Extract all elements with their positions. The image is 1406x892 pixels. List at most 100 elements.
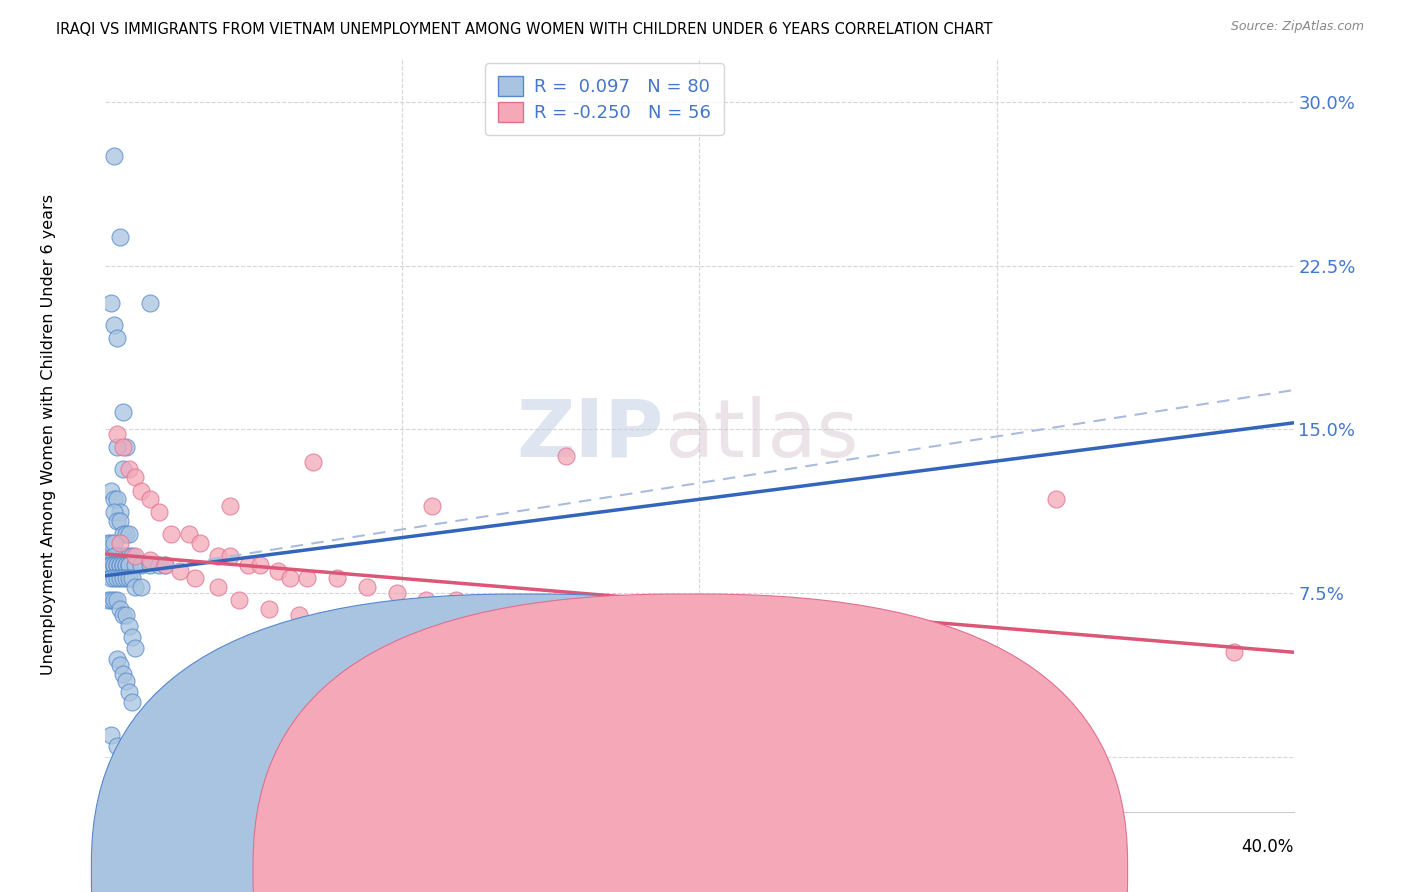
Point — [575, 608, 598, 623]
Point — [115, 440, 138, 454]
Point — [377, 624, 399, 638]
Point — [112, 549, 135, 563]
Point — [420, 499, 443, 513]
Point — [112, 527, 135, 541]
Point — [682, 624, 704, 638]
Point — [190, 536, 212, 550]
Point — [103, 505, 125, 519]
Point — [103, 492, 125, 507]
Point — [115, 549, 138, 563]
Point — [103, 558, 125, 572]
Point — [153, 558, 176, 572]
Point — [115, 673, 138, 688]
Text: Iraqis: Iraqis — [562, 863, 609, 880]
Point — [112, 608, 135, 623]
Point — [415, 630, 437, 644]
Point — [742, 624, 765, 638]
Point — [1045, 492, 1067, 507]
Point — [115, 608, 138, 623]
Point — [129, 483, 152, 498]
Point — [941, 667, 963, 681]
Point — [287, 608, 309, 623]
Point — [505, 608, 527, 623]
Point — [110, 536, 132, 550]
Point — [105, 558, 128, 572]
Point — [103, 536, 125, 550]
Point — [105, 426, 128, 441]
Point — [124, 549, 146, 563]
Point — [207, 580, 229, 594]
Point — [100, 483, 122, 498]
Point — [110, 658, 132, 673]
Point — [121, 696, 143, 710]
Point — [465, 636, 488, 650]
Point — [100, 592, 122, 607]
Point — [267, 565, 290, 579]
Point — [112, 558, 135, 572]
Point — [100, 558, 122, 572]
Point — [153, 717, 176, 731]
Point — [302, 455, 325, 469]
Point — [105, 492, 128, 507]
Point — [124, 470, 146, 484]
Point — [121, 571, 143, 585]
Point — [837, 663, 859, 677]
Point — [207, 549, 229, 563]
Text: atlas: atlas — [664, 396, 858, 474]
Point — [159, 527, 181, 541]
Point — [228, 592, 250, 607]
Point — [297, 571, 319, 585]
Point — [278, 571, 301, 585]
Text: Source: ZipAtlas.com: Source: ZipAtlas.com — [1230, 20, 1364, 33]
Point — [105, 440, 128, 454]
Point — [1223, 645, 1246, 659]
Point — [385, 586, 408, 600]
Point — [100, 571, 122, 585]
Point — [593, 652, 616, 666]
Point — [124, 558, 146, 572]
Point — [153, 558, 176, 572]
Point — [112, 405, 135, 419]
Point — [115, 558, 138, 572]
Point — [634, 615, 657, 629]
Text: 40.0%: 40.0% — [1241, 838, 1294, 856]
Point — [129, 580, 152, 594]
Point — [474, 601, 496, 615]
Point — [112, 667, 135, 681]
Point — [112, 571, 135, 585]
Point — [169, 565, 191, 579]
Point — [105, 549, 128, 563]
Point — [97, 536, 120, 550]
Point — [105, 592, 128, 607]
Point — [115, 571, 138, 585]
Point — [316, 615, 339, 629]
Point — [115, 558, 138, 572]
Point — [139, 711, 162, 725]
Point — [105, 558, 128, 572]
Point — [100, 728, 122, 742]
Point — [219, 499, 242, 513]
Point — [124, 640, 146, 655]
Point — [121, 630, 143, 644]
Point — [97, 592, 120, 607]
Point — [585, 728, 607, 742]
Point — [110, 505, 132, 519]
Point — [103, 558, 125, 572]
Point — [118, 527, 141, 541]
Point — [118, 558, 141, 572]
Point — [103, 592, 125, 607]
Point — [121, 549, 143, 563]
Point — [415, 592, 437, 607]
Point — [110, 571, 132, 585]
Point — [110, 558, 132, 572]
Point — [110, 514, 132, 528]
Point — [177, 527, 200, 541]
Point — [105, 652, 128, 666]
Point — [183, 571, 205, 585]
Point — [112, 461, 135, 475]
Point — [148, 558, 170, 572]
Text: ZIP: ZIP — [516, 396, 664, 474]
Point — [249, 558, 271, 572]
Point — [105, 514, 128, 528]
Point — [524, 645, 547, 659]
